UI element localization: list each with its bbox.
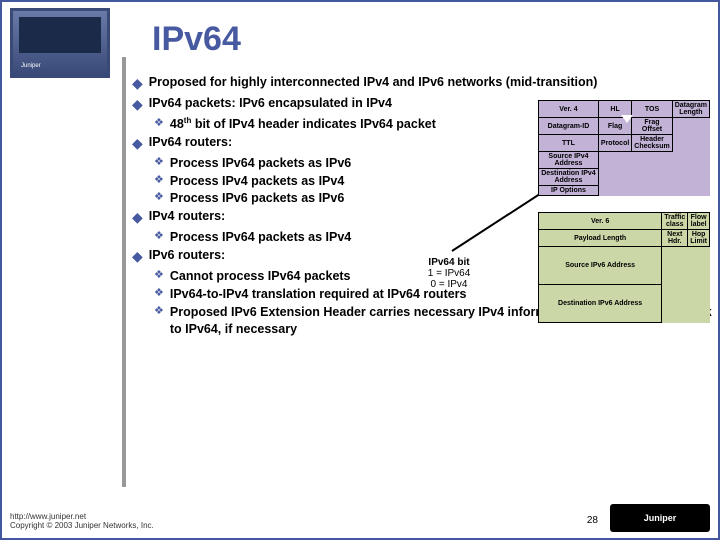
slide-title: IPv64 (152, 20, 241, 59)
header-cell: Ver. 4 (539, 101, 599, 118)
header-cell: Destination IPv4 Address (539, 169, 599, 186)
header-cell: Protocol (598, 135, 631, 152)
header-cell: Next Hdr. (662, 230, 688, 247)
header-cell: Flow label (688, 213, 710, 230)
ipv6-header-diagram: Ver. 6Traffic classFlow label Payload Len… (538, 212, 710, 323)
diamond-icon: ◆ (132, 208, 143, 227)
sub-diamond-icon: ❖ (154, 229, 164, 246)
slide: Juniper IPv64 ◆ Proposed for highly inter… (0, 0, 720, 540)
footer-url: http://www.juniper.net (10, 512, 154, 521)
header-cell: TTL (539, 135, 599, 152)
diamond-icon: ◆ (132, 95, 143, 114)
header-cell: TOS (632, 101, 672, 118)
diamond-icon: ◆ (132, 247, 143, 266)
bullet-text: Proposed for highly interconnected IPv4 … (149, 74, 712, 93)
header-cell: Source IPv6 Address (539, 247, 662, 285)
header-cell: Traffic class (662, 213, 688, 230)
sub-diamond-icon: ❖ (154, 190, 164, 207)
header-cell: IP Options (539, 186, 599, 196)
ipv64-bit-label: IPv64 bit 1 = IPv64 0 = IPv4 (418, 257, 480, 290)
header-cell: Destination IPv6 Address (539, 285, 662, 323)
sub-diamond-icon: ❖ (154, 155, 164, 172)
footer: http://www.juniper.net Copyright © 2003 … (10, 512, 154, 530)
sub-diamond-icon: ❖ (154, 304, 164, 338)
bullet-level1: ◆ Proposed for highly interconnected IPv4… (132, 74, 712, 93)
logo-text: Juniper (644, 513, 677, 523)
header-cell: Ver. 6 (539, 213, 662, 230)
side-image: Juniper (10, 8, 110, 78)
header-cell: Payload Length (539, 230, 662, 247)
header-cell: Datagram Length (672, 101, 709, 118)
diamond-icon: ◆ (132, 134, 143, 153)
header-cell: Hop Limit (688, 230, 710, 247)
header-cell: Datagram-ID (539, 118, 599, 135)
sub-diamond-icon: ❖ (154, 286, 164, 303)
diamond-icon: ◆ (132, 74, 143, 93)
sub-diamond-icon: ❖ (154, 116, 164, 133)
sub-diamond-icon: ❖ (154, 173, 164, 190)
header-cell: Header Checksum (632, 135, 672, 152)
page-number: 28 (587, 515, 598, 526)
sub-diamond-icon: ❖ (154, 268, 164, 285)
header-cell: Frag Offset (632, 118, 672, 135)
bit-line2: 0 = IPv4 (418, 279, 480, 290)
footer-copyright: Copyright © 2003 Juniper Networks, Inc. (10, 521, 154, 530)
bit-caret-icon (621, 115, 633, 123)
side-image-caption: Juniper (21, 63, 41, 69)
juniper-logo: Juniper (610, 504, 710, 532)
vertical-separator (122, 57, 126, 487)
bit-title: IPv64 bit (418, 257, 480, 268)
header-cell: Source IPv4 Address (539, 152, 599, 169)
bit-line1: 1 = IPv64 (418, 268, 480, 279)
